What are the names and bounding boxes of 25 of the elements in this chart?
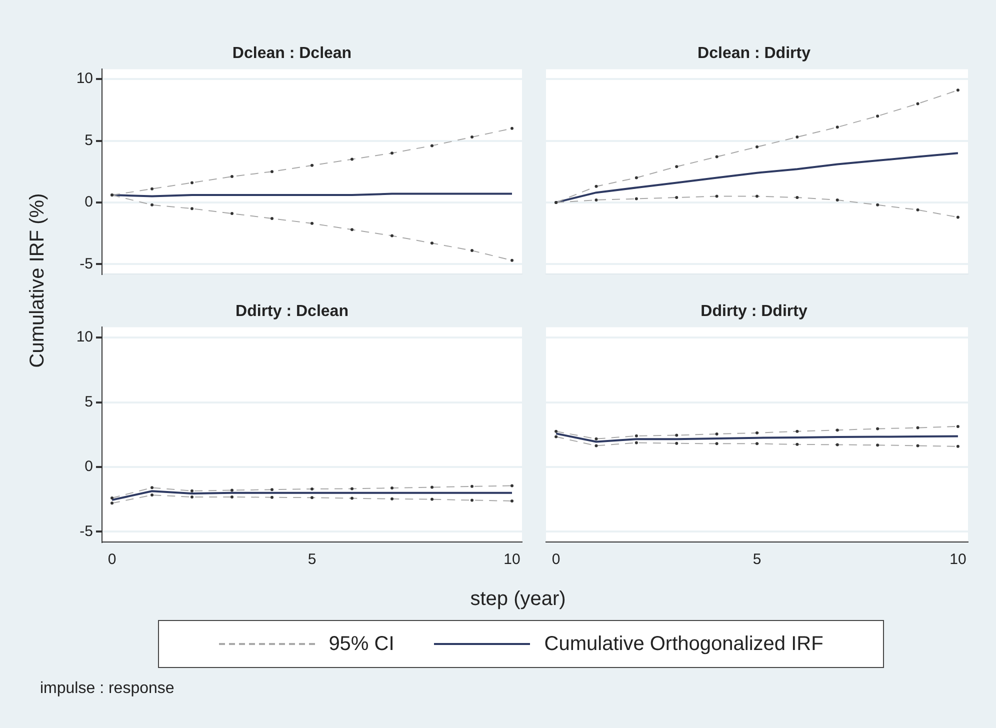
chart-title: Ddirty : Dclean [236, 303, 348, 320]
x-tick-label: 0 [552, 551, 560, 568]
y-tick-label: 5 [84, 393, 93, 410]
x-tick-label: 10 [950, 551, 966, 568]
y-tick-label: 0 [84, 194, 93, 211]
chart-title: Ddirty : Ddirty [700, 303, 808, 320]
y-axis-title: Cumulative IRF (%) [26, 192, 50, 368]
line-series [110, 494, 514, 505]
text: impulse : response [40, 680, 174, 698]
y-tick-label: -5 [80, 255, 93, 272]
y-tick-label: 10 [76, 70, 93, 88]
x-axis-title: step (year) [469, 588, 567, 611]
x-tick-label: 5 [308, 551, 316, 568]
chart-title: Dclean : Ddirty [698, 45, 811, 62]
y-tick-label: -5 [80, 522, 93, 540]
legend-label: Cumulative Orthogonalized IRF [544, 632, 824, 656]
chart-title: Dclean : Dclean [232, 45, 352, 62]
x-tick-label: 5 [752, 551, 762, 568]
y-tick-label: 10 [76, 328, 93, 346]
line-series [110, 484, 514, 500]
y-tick-label: 5 [84, 132, 93, 149]
y-tick-label: 0 [84, 458, 93, 476]
x-tick-label: 10 [504, 551, 520, 568]
x-tick-label: 0 [108, 551, 116, 568]
legend-label: 95% CI [328, 632, 394, 656]
